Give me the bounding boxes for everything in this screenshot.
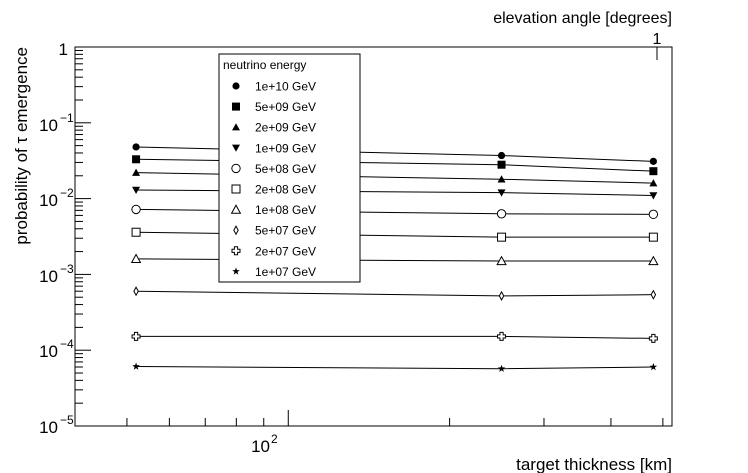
legend-entry-label: 5e+07 GeV (255, 224, 316, 238)
data-point (496, 209, 507, 219)
data-point (496, 255, 507, 266)
y-tick-labels: 1 10 −1 10 −2 10 −3 10 −4 10 −5 (39, 40, 74, 437)
data-point (497, 175, 506, 183)
legend-entries: 1e+10 GeV 5e+09 GeV 2e+09 GeV 1e+09 GeV 5e+0… (230, 80, 316, 279)
x-tick-label-100: 10 (251, 437, 270, 456)
legend-marker (230, 204, 242, 214)
data-point (497, 151, 506, 160)
y-axis-label: probability of τ emergence (12, 47, 31, 245)
data-point (497, 189, 506, 197)
legend-marker (233, 225, 239, 236)
data-point (132, 143, 140, 151)
plot-frame (74, 46, 673, 427)
data-point (133, 286, 139, 297)
legend-entry-label: 2e+08 GeV (255, 183, 316, 197)
y-tick-label-1: 1 (59, 40, 68, 59)
data-point (648, 255, 659, 266)
y-tick-label-1e-4-exp: −4 (60, 337, 74, 351)
y-tick-label-1e-1-exp: −1 (60, 111, 74, 125)
x-tick-label-100-exp: 2 (271, 432, 278, 446)
data-point (498, 290, 505, 301)
y-tick-label-1e-4: 10 (39, 342, 58, 361)
legend-entry-label: 1e+10 GeV (255, 80, 316, 94)
legend-marker (232, 102, 240, 111)
data-point (132, 168, 141, 176)
data-point (649, 192, 658, 200)
series-1e-07-gev (132, 362, 658, 372)
series-2e-07-gev (131, 331, 658, 343)
data-point (132, 362, 140, 370)
y-tick-label-1e-3-exp: −3 (60, 262, 74, 276)
data-point (648, 232, 658, 242)
legend-box (218, 53, 361, 283)
series-5e-07-gev (133, 286, 657, 301)
legend-title: neutrino energy (223, 58, 306, 72)
legend-marker (232, 267, 240, 275)
data-point (131, 204, 141, 215)
data-point (132, 155, 141, 164)
legend-marker (231, 184, 241, 194)
legend-entry-label: 1e+07 GeV (255, 265, 316, 279)
top-axis-tick-label: 1 (653, 31, 662, 48)
y-tick-label-1e-2-exp: −2 (60, 186, 74, 200)
legend: neutrino energy 1e+10 GeV 5e+09 GeV 2e+09 … (218, 53, 361, 283)
legend-marker (232, 82, 240, 90)
legend-marker (232, 123, 240, 131)
data-point (132, 186, 141, 194)
y-tick-label-1e-1: 10 (39, 116, 58, 135)
y-tick-label-1e-5-exp: −5 (60, 413, 74, 427)
data-point (650, 289, 657, 300)
top-axis-label: elevation angle [degrees] (493, 10, 672, 27)
axis-ticks (74, 46, 664, 427)
x-tick-labels: 10 2 (251, 432, 278, 456)
legend-entry-label: 2e+09 GeV (255, 121, 316, 135)
data-point (649, 363, 658, 371)
legend-marker (231, 246, 241, 256)
data-point (648, 209, 659, 220)
data-point (497, 364, 506, 372)
data-point (497, 160, 506, 169)
data-point (131, 331, 141, 341)
data-point (649, 167, 658, 176)
data-point (131, 227, 141, 237)
data-point (497, 331, 507, 341)
legend-entry-label: 1e+09 GeV (255, 141, 316, 155)
legend-entry-label: 5e+08 GeV (255, 162, 316, 176)
legend-entry-label: 2e+07 GeV (255, 244, 316, 258)
data-point (649, 179, 658, 187)
x-axis-label: target thickness [km] (516, 455, 672, 473)
legend-marker (232, 144, 240, 152)
y-tick-label-1e-5: 10 (39, 418, 58, 437)
data-point (130, 253, 142, 264)
legend-entry-label: 1e+08 GeV (255, 203, 316, 217)
data-point (649, 157, 657, 165)
y-tick-label-1e-3: 10 (39, 267, 58, 286)
data-point (648, 333, 658, 343)
y-tick-label-1e-2: 10 (39, 191, 58, 210)
data-point (497, 232, 507, 242)
legend-marker (231, 163, 241, 174)
legend-entry-label: 5e+09 GeV (255, 100, 316, 114)
